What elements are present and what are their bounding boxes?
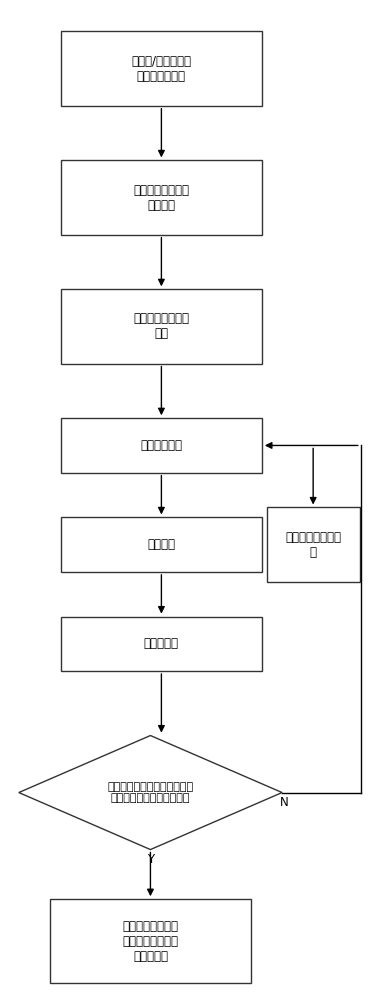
Bar <box>50 899 251 983</box>
Bar <box>61 289 262 364</box>
Text: 更改通过导体电流
值: 更改通过导体电流 值 <box>285 531 341 559</box>
Polygon shape <box>19 736 282 850</box>
Bar <box>61 418 262 473</box>
Text: 仿真结束，所设置
电流为该数设情况
电缆载流量: 仿真结束，所设置 电流为该数设情况 电缆载流量 <box>122 920 178 963</box>
Text: 求解器设置: 求解器设置 <box>144 637 179 650</box>
Bar <box>61 160 262 235</box>
Bar <box>267 507 360 582</box>
Text: 求解计算导体的温度是否达到
持续工作时最高允许的温度: 求解计算导体的温度是否达到 持续工作时最高允许的温度 <box>107 782 193 803</box>
Text: 网格划分: 网格划分 <box>147 538 175 551</box>
Text: 边界条件设置: 边界条件设置 <box>140 439 183 452</box>
Text: 根据实际尺寸建立
几何模型: 根据实际尺寸建立 几何模型 <box>134 184 189 212</box>
Text: 电缆及环境求解域
设置: 电缆及环境求解域 设置 <box>134 312 189 340</box>
Text: 设置和/或选取所需
的仿真模型模块: 设置和/或选取所需 的仿真模型模块 <box>131 55 191 83</box>
Text: Y: Y <box>147 853 154 866</box>
Bar <box>61 31 262 106</box>
Bar <box>61 517 262 572</box>
Text: N: N <box>280 796 289 809</box>
Bar <box>61 617 262 671</box>
